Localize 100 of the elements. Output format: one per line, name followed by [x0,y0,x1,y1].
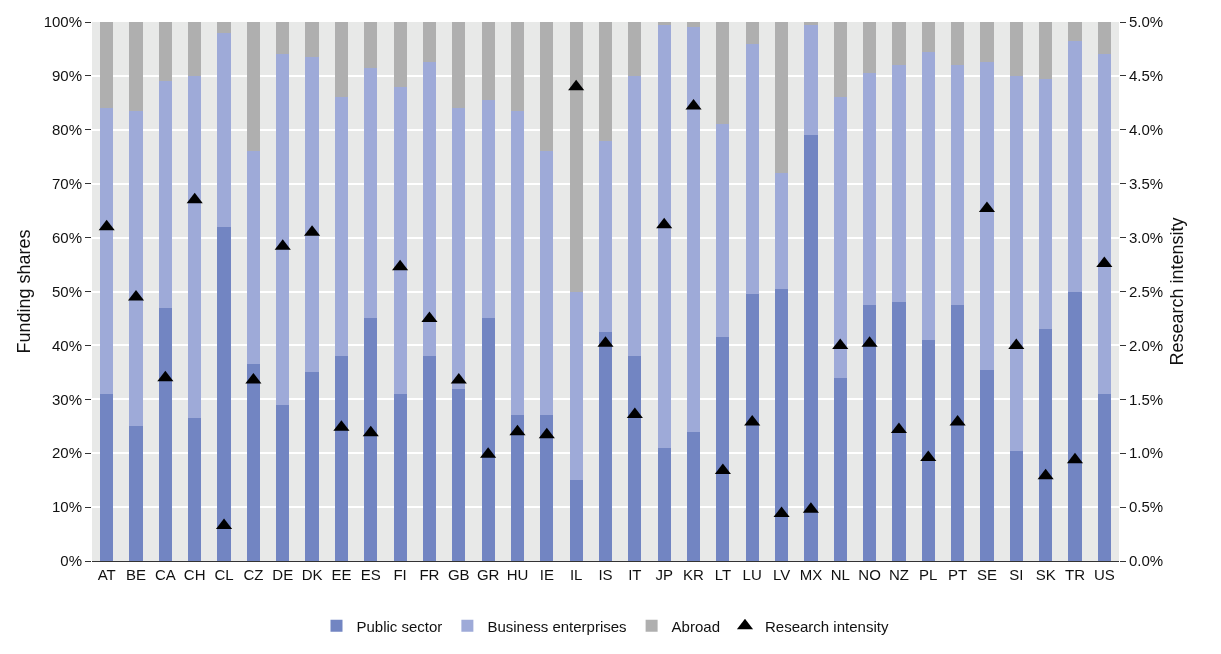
x-tick-label: CH [183,566,206,583]
bar [569,291,583,481]
point [186,192,203,204]
bar [862,304,877,561]
bar [1039,22,1053,79]
bar [921,51,935,341]
bar [1039,329,1053,561]
bar [188,22,202,76]
x-tick-label: PT [948,566,968,583]
bar [158,81,172,308]
bar [657,447,671,561]
y-tick-label: 30% [51,390,82,408]
x-tick-label: SE [976,566,997,583]
x-tick-label: GR [476,566,500,583]
bar [305,22,319,58]
bar [510,110,525,416]
x-tick-label: DE [272,566,294,583]
legend-label: Public sector [356,617,443,635]
x-tick-label: ES [360,566,381,583]
x-tick-label: FR [419,566,440,583]
bar [951,65,965,305]
y-tick-label: 100% [43,13,82,31]
bar [246,22,260,152]
bar [510,22,525,111]
x-tick-label: IT [628,566,642,583]
bar [1009,22,1023,76]
y2-axis-title: Research intensity [1167,217,1188,366]
y2-tick-label: 2.5% [1129,282,1164,300]
bar [393,86,407,394]
bar [657,24,671,448]
bar [686,431,701,561]
bar [1097,54,1111,394]
bar [657,22,671,25]
x-tick-label: LT [714,566,732,583]
legend-label: Abroad [671,617,720,635]
bar [276,54,290,405]
bar [833,97,847,378]
bar [188,75,202,419]
bar [716,337,730,561]
legend-label: Research intensity [764,617,889,635]
point [538,427,555,439]
bar [1039,78,1053,330]
y2-tick-label: 0.0% [1129,552,1164,570]
x-tick-label: NO [858,566,881,583]
x-tick-label: IE [539,566,554,583]
x-tick-label: KR [683,566,705,583]
y-tick-label: 50% [51,282,82,300]
bar [540,415,554,561]
bar [510,415,525,561]
bar [628,75,642,357]
bar [686,22,701,28]
y2-tick-label: 5.0% [1129,13,1164,31]
bar [892,302,906,561]
bar [598,331,613,561]
point [98,219,115,231]
bar [980,369,994,561]
y2-tick-label: 1.0% [1129,444,1164,462]
bar [774,172,789,289]
bar [1068,291,1082,561]
x-tick-label: CA [154,566,176,583]
bar [628,356,642,561]
bar [716,124,730,338]
y2-tick-label: 4.0% [1129,121,1164,139]
x-tick-label: EE [331,566,352,583]
point [773,506,790,518]
bar [422,62,437,357]
bar [833,377,847,561]
bar [452,108,466,389]
point [362,425,379,437]
x-tick-label: GB [447,566,470,583]
y2-tick-label: 2.0% [1129,336,1164,354]
bar [422,22,437,63]
y-axis-title: Funding shares [13,229,34,354]
bar [129,22,143,111]
bar [804,135,818,561]
x-tick-label: SK [1035,566,1056,583]
bar [980,62,994,370]
y2-tick-label: 0.5% [1129,498,1164,516]
point [157,370,174,382]
bar [217,226,231,561]
y-tick-label: 70% [51,174,82,192]
x-tick-label: IL [569,566,583,583]
bar [804,24,818,136]
bar [1068,40,1082,292]
bar [745,22,759,44]
x-tick-label: CL [214,566,234,583]
legend-label: Business enterprises [487,617,627,635]
x-tick-label: FI [393,566,407,583]
x-tick-label: US [1093,566,1115,583]
bar [1009,450,1023,561]
bar [393,22,407,87]
bar [540,22,554,152]
bar [217,32,231,227]
bar [1009,75,1023,451]
bar [246,151,260,365]
bar [129,426,143,561]
x-tick-label: NZ [888,566,909,583]
x-tick-label: LU [742,566,762,583]
bar [921,340,935,561]
bar [393,393,407,561]
